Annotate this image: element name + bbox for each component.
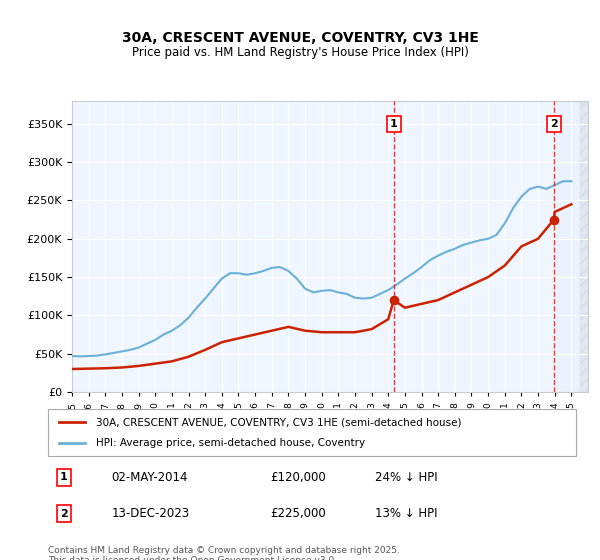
Text: 2: 2 [550, 119, 558, 129]
Text: 2: 2 [60, 509, 68, 519]
Text: 13-DEC-2023: 13-DEC-2023 [112, 507, 190, 520]
Text: 30A, CRESCENT AVENUE, COVENTRY, CV3 1HE: 30A, CRESCENT AVENUE, COVENTRY, CV3 1HE [122, 31, 478, 45]
Text: 02-MAY-2014: 02-MAY-2014 [112, 471, 188, 484]
Text: Price paid vs. HM Land Registry's House Price Index (HPI): Price paid vs. HM Land Registry's House … [131, 46, 469, 59]
Text: 30A, CRESCENT AVENUE, COVENTRY, CV3 1HE (semi-detached house): 30A, CRESCENT AVENUE, COVENTRY, CV3 1HE … [95, 417, 461, 427]
Text: 24% ↓ HPI: 24% ↓ HPI [376, 471, 438, 484]
Text: 13% ↓ HPI: 13% ↓ HPI [376, 507, 438, 520]
Bar [554, 101, 588, 392]
Text: 1: 1 [390, 119, 398, 129]
Bar [580, 101, 588, 392]
Text: 1: 1 [60, 473, 68, 482]
Text: £225,000: £225,000 [270, 507, 326, 520]
Text: Contains HM Land Registry data © Crown copyright and database right 2025.
This d: Contains HM Land Registry data © Crown c… [48, 546, 400, 560]
FancyBboxPatch shape [48, 409, 576, 456]
Text: £120,000: £120,000 [270, 471, 326, 484]
Text: HPI: Average price, semi-detached house, Coventry: HPI: Average price, semi-detached house,… [95, 438, 365, 448]
